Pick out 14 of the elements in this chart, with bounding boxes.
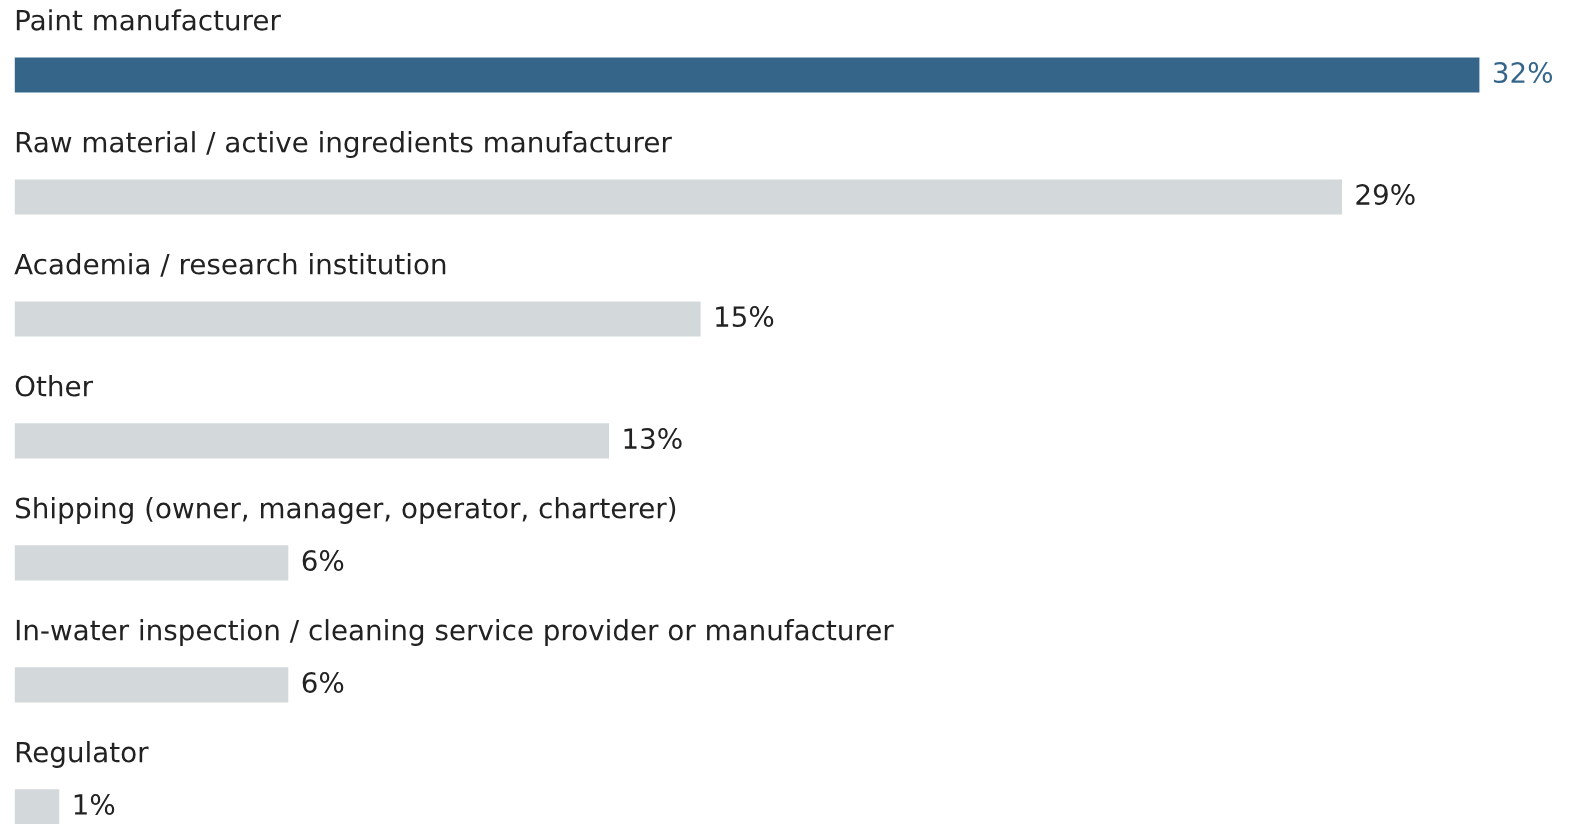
data-label: 29% [1356, 184, 1415, 206]
data-label: 6% [302, 550, 344, 572]
data-label: 1% [74, 793, 115, 815]
y-tick-label: In-water inspection / cleaning service provider or manufacturer [16, 619, 894, 646]
y-tick-label: Academia / research institution [14, 253, 446, 277]
data-label: 15% [716, 306, 774, 328]
y-tick-label: Other [15, 375, 94, 397]
y-tick-label: Raw material / active ingredients manufacturer [16, 131, 672, 158]
y-tick-label: Shipping (owner, manager, operator, charterer) [15, 497, 676, 524]
data-label: 13% [624, 428, 682, 450]
data-label: 6% [302, 671, 344, 693]
data-label: 32% [1493, 62, 1553, 84]
y-tick-label: Regulator [16, 741, 149, 768]
y-tick-label: Paint manufacturer [16, 9, 281, 31]
